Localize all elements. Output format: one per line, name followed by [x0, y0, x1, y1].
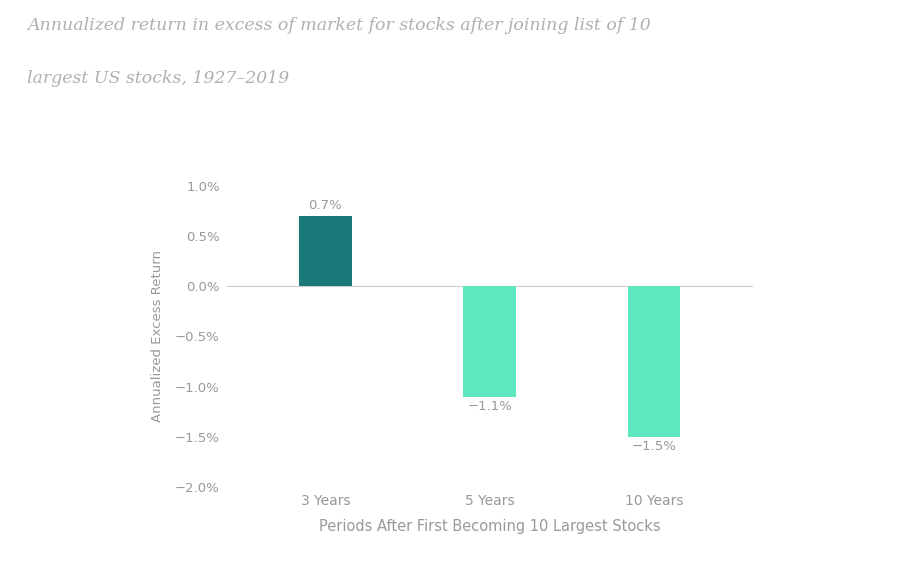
Text: Annualized return in excess of market for stocks after joining list of 10: Annualized return in excess of market fo… — [27, 17, 651, 34]
Bar — [299, 216, 352, 286]
Text: largest US stocks, 1927–2019: largest US stocks, 1927–2019 — [27, 70, 289, 86]
Bar — [463, 286, 516, 397]
Text: 0.7%: 0.7% — [308, 200, 342, 212]
Bar — [628, 286, 680, 437]
X-axis label: Periods After First Becoming 10 Largest Stocks: Periods After First Becoming 10 Largest … — [319, 519, 660, 534]
Text: −1.5%: −1.5% — [632, 440, 677, 454]
Y-axis label: Annualized Excess Return: Annualized Excess Return — [151, 251, 164, 422]
Text: −1.1%: −1.1% — [467, 400, 512, 413]
